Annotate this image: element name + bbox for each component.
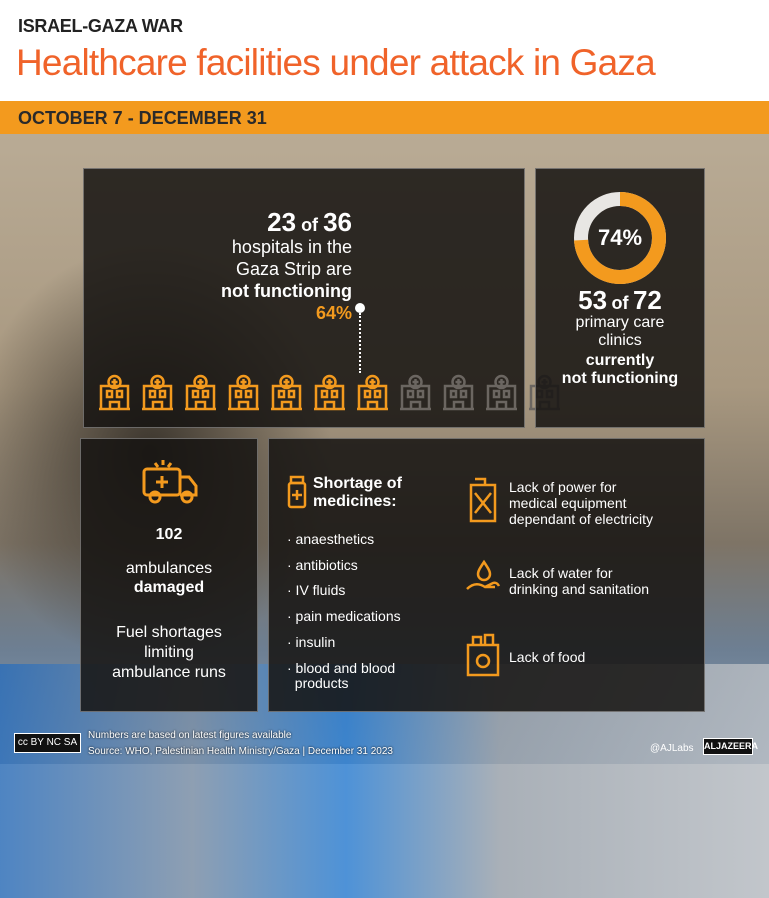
medicine-item: · pain medications bbox=[287, 608, 401, 625]
hospitals-line1: hospitals in the bbox=[231, 237, 352, 257]
hospital-icon bbox=[398, 374, 433, 411]
hospitals-line3: not functioning bbox=[221, 281, 352, 301]
footer-source: Source: WHO, Palestinian Health Ministry… bbox=[88, 746, 393, 757]
power-line1: Lack of power for bbox=[509, 479, 617, 495]
hospital-icons bbox=[97, 374, 562, 411]
hospital-icon bbox=[484, 374, 519, 411]
ambulance-icon bbox=[142, 460, 198, 504]
hospitals-text: 23 of 36 hospitals in the Gaza Strip are… bbox=[221, 209, 352, 324]
clinics-count: 53 bbox=[578, 285, 608, 315]
hospital-icon bbox=[355, 374, 390, 411]
clinics-line3: currently bbox=[585, 352, 655, 369]
hospitals-count: 23 bbox=[267, 207, 297, 237]
water-line2: drinking and sanitation bbox=[509, 581, 650, 597]
of-label: of bbox=[301, 215, 319, 235]
water-line1: Lack of water for bbox=[509, 565, 613, 581]
date-bar: OCTOBER 7 - DECEMBER 31 bbox=[0, 101, 769, 134]
hospital-icon bbox=[226, 374, 261, 411]
clinics-line4: not functioning bbox=[561, 370, 679, 387]
fuel-line3: ambulance runs bbox=[112, 664, 226, 681]
hospitals-percent: 64% bbox=[315, 303, 352, 323]
creative-commons-badge: cc BY NC SA bbox=[14, 733, 81, 753]
header: ISRAEL-GAZA WAR Healthcare facilities un… bbox=[0, 0, 769, 101]
medicine-item: · blood and blood bbox=[287, 659, 396, 676]
hospital-icon bbox=[183, 374, 218, 411]
shortages-panel: Shortage of medicines: · anaesthetics · an… bbox=[268, 438, 705, 712]
medicine-list: · anaesthetics · antibiotics · IV fluids · … bbox=[287, 527, 401, 697]
of-label: of bbox=[611, 293, 629, 313]
medicine-bottle-icon bbox=[287, 475, 307, 509]
donut-arc bbox=[574, 192, 666, 284]
footer-note: Numbers are based on latest figures avai… bbox=[88, 730, 292, 741]
ambulances-line2: damaged bbox=[133, 579, 205, 596]
water-hand-icon bbox=[466, 559, 501, 590]
clinics-donut: 74% bbox=[573, 191, 667, 285]
page-title: Healthcare facilities under attack in Ga… bbox=[16, 42, 656, 83]
medicine-item: · antibiotics bbox=[287, 556, 358, 573]
hospital-icon bbox=[269, 374, 304, 411]
date-range: OCTOBER 7 - DECEMBER 31 bbox=[18, 108, 267, 128]
clinics-line2: clinics bbox=[598, 332, 642, 349]
ajlabs-handle: @AJLabs bbox=[650, 743, 694, 754]
ambulances-count: 102 bbox=[155, 526, 183, 543]
ambulances-line1: ambulances bbox=[125, 560, 213, 577]
medicine-item: products bbox=[287, 675, 349, 692]
food-line1: Lack of food bbox=[509, 649, 586, 665]
power-line2: medical equipment bbox=[509, 495, 627, 511]
clinics-text: 53 of 72 primary care clinics currently … bbox=[536, 287, 704, 388]
aljazeera-logo: ALJAZEERA bbox=[703, 738, 758, 755]
marker-dot bbox=[355, 303, 365, 313]
medicine-item: · insulin bbox=[287, 633, 336, 650]
clinics-panel: 74% 53 of 72 primary care clinics curren… bbox=[535, 168, 705, 428]
hospital-icon bbox=[140, 374, 175, 411]
medicine-item: · anaesthetics bbox=[287, 531, 375, 547]
hospitals-line2: Gaza Strip are bbox=[235, 259, 352, 279]
clinics-total: 72 bbox=[632, 285, 662, 315]
hospital-icon bbox=[441, 374, 476, 411]
hospital-icon bbox=[97, 374, 132, 411]
hospitals-panel: 23 of 36 hospitals in the Gaza Strip are… bbox=[83, 168, 560, 428]
kicker: ISRAEL-GAZA WAR bbox=[18, 16, 183, 36]
fuel-line1: Fuel shortages bbox=[116, 624, 222, 641]
clinics-line1: primary care bbox=[575, 314, 665, 331]
ambulances-panel: 102 ambulances damaged Fuel shortages li… bbox=[80, 438, 258, 712]
medicine-item: · IV fluids bbox=[287, 582, 346, 599]
shortage-title2: medicines: bbox=[313, 493, 397, 510]
food-bag-icon bbox=[466, 633, 500, 677]
shortage-title1: Shortage of bbox=[313, 475, 402, 492]
hospitals-total: 36 bbox=[323, 207, 352, 237]
fuel-can-icon bbox=[469, 477, 497, 523]
power-line3: dependant of electricity bbox=[509, 511, 653, 527]
fuel-line2: limiting bbox=[144, 644, 194, 661]
clinics-percent: 74% bbox=[597, 225, 643, 250]
hospital-icon bbox=[312, 374, 347, 411]
marker-line bbox=[359, 313, 361, 373]
